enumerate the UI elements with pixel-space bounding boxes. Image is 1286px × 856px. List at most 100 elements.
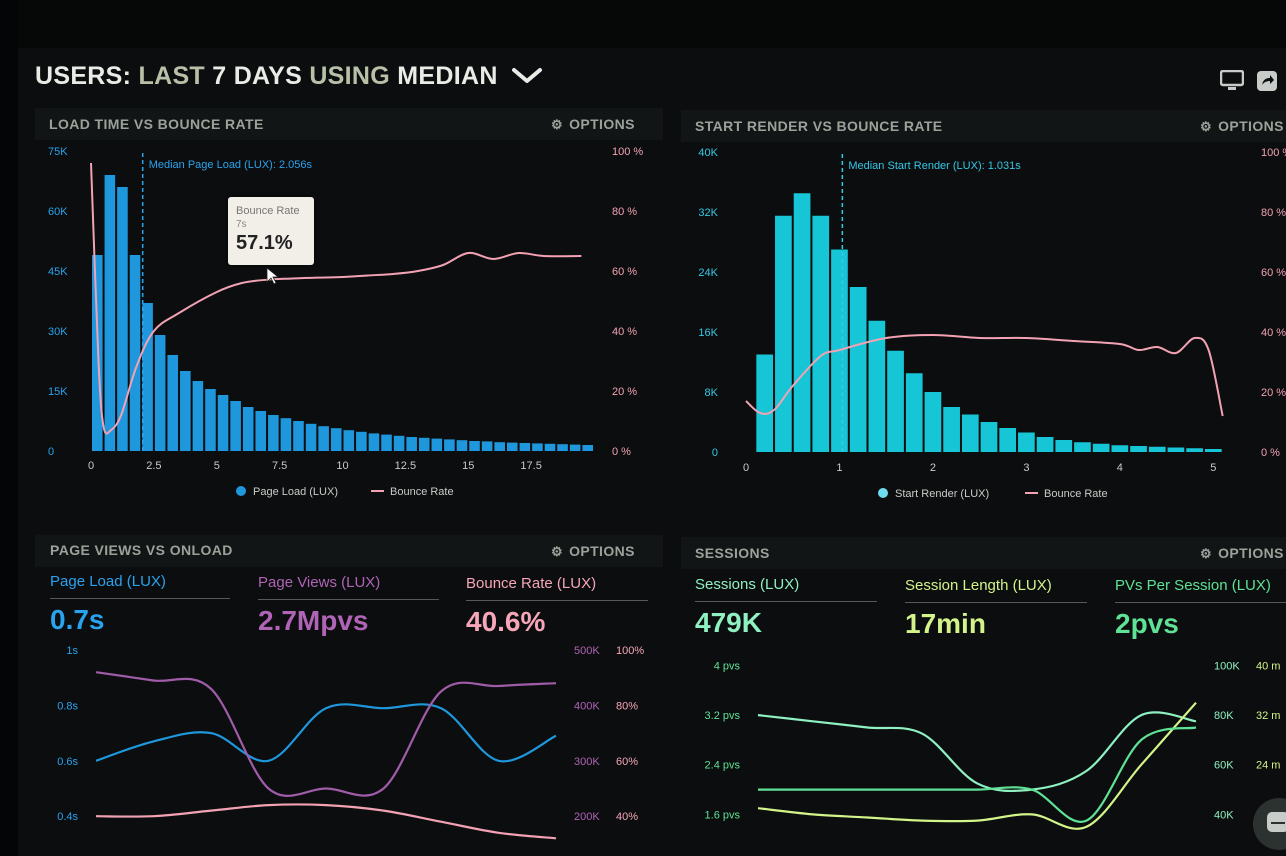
y-axis-right-tick: 500K bbox=[574, 645, 600, 657]
y-axis-left-tick: 0.8s bbox=[57, 700, 78, 712]
x-axis-tick: 2 bbox=[930, 462, 936, 474]
y-axis-right-tick: 60 % bbox=[612, 266, 637, 278]
gear-icon: ⚙ bbox=[551, 117, 564, 132]
histogram-bar bbox=[129, 255, 141, 451]
histogram-bar bbox=[494, 442, 505, 451]
panel-header-page-views bbox=[35, 535, 663, 567]
histogram-bar bbox=[887, 350, 904, 452]
histogram-bar bbox=[1148, 446, 1166, 452]
histogram-bar bbox=[180, 371, 191, 451]
histogram-bar bbox=[557, 444, 568, 451]
y-axis-left-tick: 60K bbox=[48, 206, 68, 218]
gear-icon: ⚙ bbox=[551, 544, 564, 559]
title-median: MEDIAN bbox=[397, 62, 498, 90]
histogram-bar bbox=[444, 439, 455, 451]
options-button-load-time[interactable]: ⚙ OPTIONS bbox=[551, 116, 635, 133]
options-label: OPTIONS bbox=[1218, 118, 1284, 134]
series-line bbox=[95, 703, 557, 763]
x-axis-tick: 12.5 bbox=[395, 460, 416, 472]
panel-title-start-render: START RENDER VS BOUNCE RATE bbox=[695, 118, 943, 134]
panel-header-load-time bbox=[35, 108, 663, 140]
y-axis-right-tick: 400K bbox=[574, 700, 600, 712]
y-axis-right-tick: 32 m bbox=[1256, 710, 1280, 722]
y-axis-left-tick: 3.2 pvs bbox=[705, 710, 741, 722]
histogram-bar bbox=[242, 407, 254, 451]
monitor-icon[interactable] bbox=[1219, 69, 1245, 97]
bounce-rate-line bbox=[90, 162, 582, 435]
monitor-bezel-left bbox=[0, 0, 18, 856]
y-axis-right-tick: 60 % bbox=[1261, 267, 1286, 279]
histogram-bar bbox=[217, 395, 229, 451]
metric-divider bbox=[258, 599, 439, 600]
options-button-page-views[interactable]: ⚙ OPTIONS bbox=[551, 543, 635, 560]
x-axis-tick: 7.5 bbox=[272, 460, 287, 472]
metric-value-sessions: 479K bbox=[695, 607, 762, 638]
histogram-bar bbox=[999, 428, 1017, 452]
options-button-start-render[interactable]: ⚙ OPTIONS bbox=[1200, 118, 1284, 135]
metric-label-bounce-rate: Bounce Rate (LUX) bbox=[466, 575, 597, 592]
cursor-icon bbox=[266, 267, 280, 285]
y-axis-left-tick: 2.4 pvs bbox=[705, 760, 741, 772]
histogram-bar bbox=[1036, 437, 1054, 452]
y-axis-right-tick: 0 % bbox=[612, 446, 631, 458]
histogram-bar bbox=[1074, 442, 1091, 452]
legend-label: Bounce Rate bbox=[1044, 488, 1108, 500]
x-axis-tick: 15 bbox=[462, 460, 474, 472]
y-axis-left-tick: 32K bbox=[698, 207, 718, 219]
y-axis-left-tick: 0.6s bbox=[57, 756, 78, 768]
y-axis-right-tick: 40% bbox=[616, 811, 638, 823]
legend-label: Page Load (LUX) bbox=[253, 486, 338, 498]
histogram-bar bbox=[393, 435, 405, 451]
histogram-bar bbox=[481, 441, 493, 451]
histogram-bar bbox=[318, 426, 329, 451]
panel-header-sessions bbox=[681, 537, 1286, 569]
y-axis-left-tick: 1.6 pvs bbox=[705, 809, 741, 821]
legend-label: Bounce Rate bbox=[390, 486, 454, 498]
x-axis-tick: 4 bbox=[1117, 462, 1123, 474]
y-axis-left-tick: 40K bbox=[698, 147, 718, 159]
histogram-bar bbox=[469, 441, 480, 451]
histogram-bar bbox=[1055, 440, 1073, 452]
x-axis-tick: 1 bbox=[836, 462, 842, 474]
y-axis-right-tick: 300K bbox=[574, 756, 600, 768]
y-axis-right-tick: 24 m bbox=[1256, 760, 1280, 772]
histogram-bar bbox=[305, 423, 317, 451]
metric-value-bounce-rate: 40.6% bbox=[466, 606, 546, 637]
legend-swatch bbox=[236, 486, 246, 496]
y-axis-right-tick: 200K bbox=[574, 811, 600, 823]
gear-icon: ⚙ bbox=[1200, 119, 1213, 134]
histogram-bar bbox=[569, 444, 581, 451]
histogram-bar bbox=[1167, 447, 1185, 452]
panel-header-start-render bbox=[681, 110, 1286, 142]
series-line bbox=[757, 701, 1197, 830]
y-axis-right-tick: 20 % bbox=[612, 386, 637, 398]
chevron-down-icon[interactable] bbox=[511, 63, 543, 92]
y-axis-left-tick: 75K bbox=[48, 146, 68, 158]
title-range: 7 DAYS bbox=[212, 62, 303, 90]
y-axis-left-tick: 45K bbox=[48, 266, 68, 278]
chat-button[interactable] bbox=[1253, 798, 1286, 850]
dashboard-title-dropdown[interactable]: USERS: LAST 7 DAYS USING MEDIAN bbox=[35, 62, 543, 92]
metric-value-pvs-per-session: 2pvs bbox=[1115, 608, 1179, 639]
options-label: OPTIONS bbox=[569, 116, 635, 132]
metric-divider bbox=[466, 600, 648, 601]
histogram-bar bbox=[431, 438, 443, 451]
metric-value-page-views: 2.7Mpvs bbox=[258, 605, 369, 636]
metric-divider bbox=[905, 602, 1087, 603]
x-axis-tick: 3 bbox=[1023, 462, 1029, 474]
options-label: OPTIONS bbox=[1218, 545, 1284, 561]
share-icon[interactable] bbox=[1256, 70, 1278, 97]
y-axis-left-tick: 16K bbox=[698, 327, 718, 339]
histogram-bar bbox=[230, 401, 241, 451]
x-axis-tick: 5 bbox=[214, 460, 220, 472]
histogram-bar bbox=[381, 434, 392, 451]
histogram-bar bbox=[868, 320, 886, 452]
y-axis-right-tick: 100 % bbox=[612, 146, 643, 158]
median-annotation: Median Page Load (LUX): 2.056s bbox=[149, 159, 313, 171]
title-users: USERS: bbox=[35, 62, 132, 90]
y-axis-left-tick: 30K bbox=[48, 326, 68, 338]
histogram-bar bbox=[924, 392, 942, 452]
histogram-bar bbox=[192, 381, 204, 451]
options-button-sessions[interactable]: ⚙ OPTIONS bbox=[1200, 545, 1284, 562]
histogram-bar bbox=[756, 354, 774, 452]
